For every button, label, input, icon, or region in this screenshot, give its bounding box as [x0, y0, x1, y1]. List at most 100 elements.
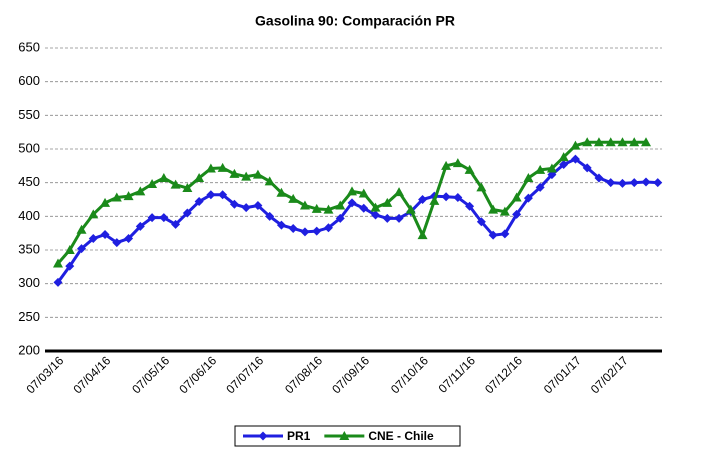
data-point: [617, 137, 628, 147]
data-point: [135, 186, 146, 196]
y-tick-label: 650: [18, 39, 40, 54]
data-point: [171, 219, 181, 229]
data-point: [370, 202, 381, 212]
data-point: [535, 164, 546, 174]
data-point: [64, 245, 75, 254]
data-point: [441, 160, 452, 170]
data-point: [112, 238, 122, 248]
legend: PR1 CNE - Chile: [234, 425, 461, 447]
data-point: [335, 200, 346, 210]
y-tick-label: 600: [18, 73, 40, 88]
y-tick-label: 550: [18, 107, 40, 122]
legend-label: CNE - Chile: [368, 429, 434, 443]
data-point: [594, 173, 604, 183]
legend-marker: [258, 431, 268, 441]
data-point: [311, 203, 322, 213]
data-point: [558, 152, 569, 162]
data-point: [570, 140, 581, 150]
data-point: [394, 187, 405, 197]
data-point: [347, 186, 357, 196]
data-point: [371, 210, 381, 220]
data-point: [476, 217, 486, 227]
data-point: [100, 197, 111, 207]
data-point: [418, 195, 428, 204]
data-point: [523, 193, 533, 203]
data-point: [582, 163, 592, 173]
data-point: [629, 137, 640, 147]
data-point: [182, 208, 192, 218]
data-point: [488, 230, 498, 240]
data-point: [252, 169, 263, 179]
data-point: [276, 220, 286, 230]
data-point: [253, 201, 263, 211]
data-point: [123, 191, 134, 201]
data-point: [276, 187, 287, 197]
data-point: [147, 213, 157, 223]
data-point: [205, 163, 216, 173]
y-tick-label: 250: [18, 309, 40, 324]
data-point: [147, 179, 158, 189]
data-point: [88, 209, 99, 219]
data-point: [464, 164, 475, 174]
data-point: [523, 172, 534, 182]
data-point: [159, 213, 169, 223]
chart-title: Gasolina 90: Comparación PR: [255, 13, 455, 29]
data-point: [570, 154, 580, 164]
data-point: [53, 277, 63, 287]
data-point: [417, 230, 428, 240]
data-point: [65, 261, 75, 271]
data-point: [264, 176, 275, 186]
data-point: [194, 172, 205, 182]
data-point: [88, 234, 98, 244]
data-point: [593, 137, 604, 147]
data-point: [512, 209, 522, 219]
data-point: [194, 197, 204, 207]
data-point: [606, 178, 616, 188]
data-point: [546, 163, 557, 173]
data-point: [653, 178, 663, 188]
data-point: [452, 158, 463, 168]
data-point: [158, 172, 169, 182]
data-point: [559, 159, 569, 169]
series-line: [56, 157, 658, 284]
data-point: [182, 183, 193, 193]
data-point: [76, 224, 87, 234]
data-point: [453, 192, 463, 202]
data-point: [476, 182, 487, 192]
data-point: [229, 168, 240, 178]
y-tick-label: 350: [18, 241, 40, 256]
data-point: [206, 190, 216, 200]
data-point: [405, 204, 416, 214]
legend-label: PR1: [287, 429, 311, 443]
data-point: [535, 182, 545, 192]
plot: [53, 137, 663, 287]
data-point: [170, 179, 181, 189]
data-point: [359, 203, 369, 213]
legend-marker: [339, 431, 350, 440]
data-point: [488, 204, 499, 214]
data-point: [300, 227, 310, 237]
data-point: [53, 258, 63, 268]
data-point: [217, 162, 228, 172]
data-point: [394, 213, 404, 223]
data-point: [241, 203, 251, 213]
data-point: [218, 190, 228, 200]
data-point: [499, 206, 510, 216]
data-point: [441, 192, 451, 202]
data-point: [241, 171, 252, 181]
data-point: [335, 213, 345, 223]
data-point: [265, 211, 275, 221]
data-point: [229, 199, 239, 209]
y-tick-label: 200: [18, 342, 40, 357]
data-point: [323, 223, 333, 233]
data-point: [312, 226, 322, 236]
data-point: [629, 178, 639, 188]
data-point: [358, 188, 369, 198]
data-point: [500, 229, 510, 239]
data-point: [641, 137, 651, 147]
data-point: [429, 195, 440, 205]
y-tick-label: 300: [18, 275, 40, 290]
data-point: [288, 193, 299, 203]
data-point: [77, 244, 87, 254]
